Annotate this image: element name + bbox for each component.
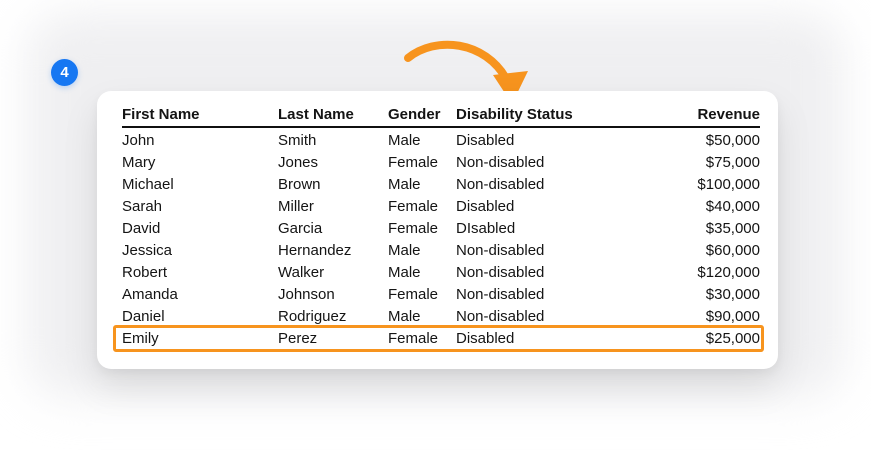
table-body: John Smith Male Disabled $50,000 Mary Jo… [113, 130, 764, 352]
table-row: Robert Walker Male Non-disabled $120,000 [122, 262, 760, 284]
cell-disability-status: Disabled [456, 330, 515, 347]
table-row: Amanda Johnson Female Non-disabled $30,0… [122, 284, 760, 306]
step-number-label: 4 [60, 64, 69, 81]
column-header-gender: Gender [388, 106, 441, 123]
column-header-last-name: Last Name [278, 106, 354, 123]
cell-disability-status: Non-disabled [456, 264, 545, 281]
cell-first-name: Michael [122, 176, 174, 193]
column-header-disability-status: Disability Status [456, 106, 573, 123]
cell-disability-status: Non-disabled [456, 176, 545, 193]
cell-gender: Male [388, 264, 421, 281]
column-header-revenue: Revenue [697, 106, 760, 123]
cell-disability-status: Non-disabled [456, 154, 545, 171]
cell-disability-status: DIsabled [456, 220, 516, 237]
cell-revenue: $75,000 [705, 154, 760, 171]
cell-gender: Female [388, 220, 439, 237]
curved-arrow-icon [404, 40, 528, 104]
table-row: Daniel Rodriguez Male Non-disabled $90,0… [122, 306, 760, 328]
column-header-first-name: First Name [122, 106, 200, 123]
cell-revenue: $100,000 [697, 176, 760, 193]
table-row: Jessica Hernandez Male Non-disabled $60,… [122, 240, 760, 262]
table-row: John Smith Male Disabled $50,000 [122, 130, 760, 152]
cell-disability-status: Disabled [456, 198, 515, 215]
cell-first-name: Daniel [122, 308, 165, 325]
step-number-badge: 4 [51, 59, 78, 86]
cell-disability-status: Non-disabled [456, 308, 545, 325]
cell-revenue: $90,000 [705, 308, 760, 325]
cell-last-name: Rodriguez [278, 308, 347, 325]
cell-last-name: Jones [278, 154, 319, 171]
cell-disability-status: Non-disabled [456, 242, 545, 259]
table-row: Sarah Miller Female Disabled $40,000 [122, 196, 760, 218]
cell-gender: Male [388, 132, 421, 149]
table-header-row: First Name Last Name Gender Disability S… [122, 104, 760, 128]
cell-last-name: Garcia [278, 220, 323, 237]
cell-last-name: Smith [278, 132, 317, 149]
cell-gender: Female [388, 286, 439, 303]
data-table-card: First Name Last Name Gender Disability S… [97, 91, 778, 369]
cell-first-name: Amanda [122, 286, 178, 303]
cell-gender: Female [388, 198, 439, 215]
cell-revenue: $120,000 [697, 264, 760, 281]
cell-last-name: Brown [278, 176, 321, 193]
cell-last-name: Walker [278, 264, 325, 281]
cell-gender: Male [388, 308, 421, 325]
cell-disability-status: Non-disabled [456, 286, 545, 303]
cell-revenue: $30,000 [705, 286, 760, 303]
cell-first-name: Emily [122, 330, 159, 347]
cell-first-name: Sarah [122, 198, 163, 215]
table-row: Emily Perez Female Disabled $25,000 [113, 325, 764, 352]
cell-last-name: Perez [278, 330, 318, 347]
cell-gender: Male [388, 242, 421, 259]
cell-gender: Female [388, 154, 439, 171]
cell-last-name: Hernandez [278, 242, 352, 259]
cell-first-name: John [122, 132, 155, 149]
cell-last-name: Johnson [278, 286, 335, 303]
cell-last-name: Miller [278, 198, 314, 215]
cell-first-name: Robert [122, 264, 168, 281]
cell-revenue: $40,000 [705, 198, 760, 215]
cell-gender: Male [388, 176, 421, 193]
cell-first-name: David [122, 220, 161, 237]
cell-gender: Female [388, 330, 439, 347]
cell-disability-status: Disabled [456, 132, 515, 149]
table-row: David Garcia Female DIsabled $35,000 [122, 218, 760, 240]
cell-revenue: $35,000 [705, 220, 760, 237]
cell-first-name: Jessica [122, 242, 173, 259]
cell-revenue: $25,000 [705, 330, 760, 347]
data-table: First Name Last Name Gender Disability S… [113, 104, 764, 352]
table-row: Mary Jones Female Non-disabled $75,000 [122, 152, 760, 174]
cell-revenue: $50,000 [705, 132, 760, 149]
table-row: Michael Brown Male Non-disabled $100,000 [122, 174, 760, 196]
cell-first-name: Mary [122, 154, 156, 171]
cell-revenue: $60,000 [705, 242, 760, 259]
